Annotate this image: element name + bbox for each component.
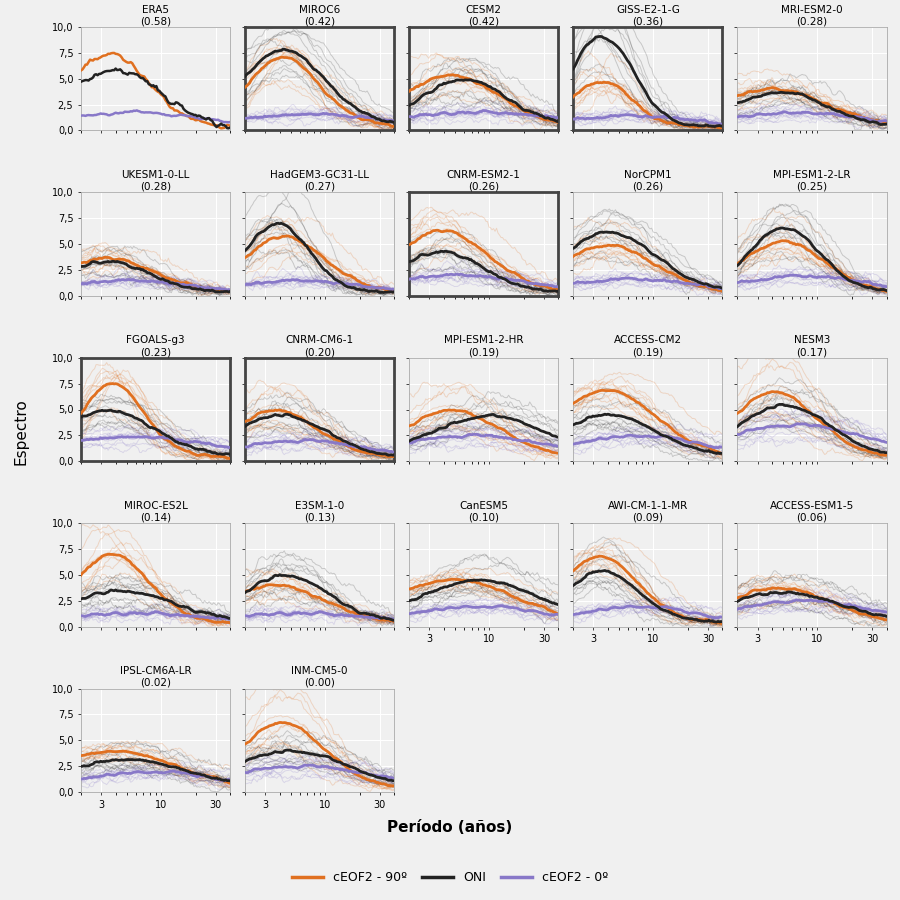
Title: CNRM-CM6-1
(0.20): CNRM-CM6-1 (0.20) xyxy=(285,336,354,357)
Title: MIROC6
(0.42): MIROC6 (0.42) xyxy=(299,4,340,26)
Title: CESM2
(0.42): CESM2 (0.42) xyxy=(466,4,502,26)
Text: Espectro: Espectro xyxy=(14,399,29,465)
Title: MPI-ESM1-2-LR
(0.25): MPI-ESM1-2-LR (0.25) xyxy=(773,170,850,192)
Title: IPSL-CM6A-LR
(0.02): IPSL-CM6A-LR (0.02) xyxy=(120,666,192,688)
Title: NorCPM1
(0.26): NorCPM1 (0.26) xyxy=(624,170,671,192)
Title: CanESM5
(0.10): CanESM5 (0.10) xyxy=(459,500,508,522)
Title: GISS-E2-1-G
(0.36): GISS-E2-1-G (0.36) xyxy=(616,4,680,26)
Title: MIROC-ES2L
(0.14): MIROC-ES2L (0.14) xyxy=(123,500,187,522)
Title: ACCESS-CM2
(0.19): ACCESS-CM2 (0.19) xyxy=(614,336,682,357)
Title: FGOALS-g3
(0.23): FGOALS-g3 (0.23) xyxy=(126,336,184,357)
Title: UKESM1-0-LL
(0.28): UKESM1-0-LL (0.28) xyxy=(122,170,190,192)
Legend: cEOF2 - 90º, ONI, cEOF2 - 0º: cEOF2 - 90º, ONI, cEOF2 - 0º xyxy=(286,866,614,889)
Title: CNRM-ESM2-1
(0.26): CNRM-ESM2-1 (0.26) xyxy=(446,170,521,192)
Title: AWI-CM-1-1-MR
(0.09): AWI-CM-1-1-MR (0.09) xyxy=(608,500,688,522)
Text: Período (años): Período (años) xyxy=(387,821,513,835)
Title: MPI-ESM1-2-HR
(0.19): MPI-ESM1-2-HR (0.19) xyxy=(444,336,524,357)
Title: INM-CM5-0
(0.00): INM-CM5-0 (0.00) xyxy=(292,666,348,688)
Title: ACCESS-ESM1-5
(0.06): ACCESS-ESM1-5 (0.06) xyxy=(770,500,854,522)
Title: ERA5
(0.58): ERA5 (0.58) xyxy=(140,4,171,26)
Title: HadGEM3-GC31-LL
(0.27): HadGEM3-GC31-LL (0.27) xyxy=(270,170,369,192)
Title: E3SM-1-0
(0.13): E3SM-1-0 (0.13) xyxy=(295,500,345,522)
Title: MRI-ESM2-0
(0.28): MRI-ESM2-0 (0.28) xyxy=(781,4,842,26)
Title: NESM3
(0.17): NESM3 (0.17) xyxy=(794,336,830,357)
